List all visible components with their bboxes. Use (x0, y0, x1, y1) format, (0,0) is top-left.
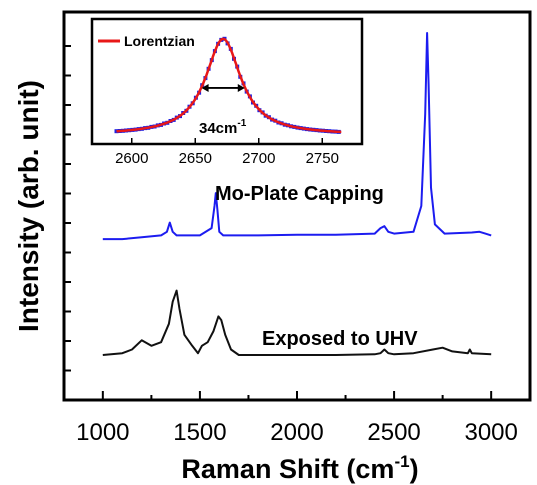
main-y-ticks (64, 45, 71, 372)
x-axis-label-close: ) (410, 454, 419, 484)
inset-legend: Lorentzian (98, 33, 195, 49)
fwhm-label-sup: -1 (237, 118, 246, 129)
main-x-tick-label-1000: 1000 (76, 419, 129, 446)
x-axis-label: Raman Shift (cm-1) (181, 452, 418, 484)
main-x-ticks: 1000 1500 2000 2500 3000 (76, 391, 518, 446)
x-axis-label-main: Raman Shift (cm (181, 454, 394, 484)
annotation-exposed-to-uhv: Exposed to UHV (262, 328, 418, 350)
inset-x-tick-label-2700: 2700 (242, 150, 275, 167)
inset-fwhm-arrow (201, 83, 245, 92)
inset-x-tick-label-2600: 2600 (115, 150, 148, 167)
main-x-tick-label-3000: 3000 (464, 419, 517, 446)
annotation-mo-plate-capping: Mo-Plate Capping (215, 183, 384, 205)
inset-plot: 2600 2650 2700 2750 Lorentzian 34cm-1 (90, 17, 364, 167)
x-axis-label-sup: -1 (394, 452, 409, 471)
inset-fwhm-label: 34cm-1 (199, 118, 247, 137)
y-axis-label: Intensity (arb. unit) (13, 80, 44, 332)
fwhm-arrow-head-left (201, 83, 209, 92)
inset-lorentzian-fit (116, 37, 342, 134)
main-series-group (102, 32, 492, 356)
inset-x-tick-label-2750: 2750 (306, 150, 339, 167)
inset-x-tick-label-2650: 2650 (179, 150, 212, 167)
main-x-tick-label-1500: 1500 (173, 419, 226, 446)
legend-label-lorentzian: Lorentzian (124, 33, 195, 49)
inset-x-ticks: 2600 2650 2700 2750 (115, 138, 339, 167)
fwhm-arrow-head-right (237, 83, 245, 92)
series-line-0 (102, 32, 492, 241)
main-x-tick-label-2500: 2500 (367, 419, 420, 446)
main-x-tick-label-2000: 2000 (270, 419, 323, 446)
fwhm-label-main: 34cm (199, 120, 237, 137)
series-line-1 (102, 289, 492, 356)
